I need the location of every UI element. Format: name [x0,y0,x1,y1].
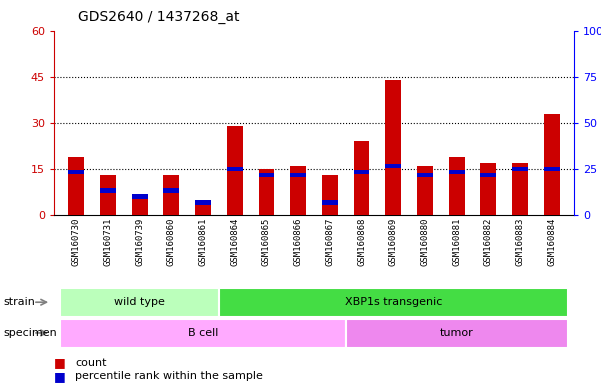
Text: GSM160861: GSM160861 [198,217,207,266]
Text: GSM160860: GSM160860 [167,217,176,266]
Text: GDS2640 / 1437268_at: GDS2640 / 1437268_at [78,10,240,23]
Bar [69,157,84,215]
Bar [346,319,567,348]
Text: GSM160866: GSM160866 [294,217,303,266]
Bar [353,170,370,174]
Text: specimen: specimen [3,328,56,338]
Text: B cell: B cell [188,328,218,338]
Text: XBP1s transgenic: XBP1s transgenic [344,297,442,308]
Bar [195,200,211,215]
Text: GSM160730: GSM160730 [72,217,81,266]
Bar [132,194,148,215]
Text: GSM160739: GSM160739 [135,217,144,266]
Bar [385,164,401,168]
Bar [322,175,338,215]
Bar [100,175,116,215]
Bar [417,166,433,215]
Text: tumor: tumor [440,328,474,338]
Bar [258,173,275,177]
Bar [69,170,84,174]
Text: GSM160869: GSM160869 [389,217,398,266]
Text: percentile rank within the sample: percentile rank within the sample [75,371,263,381]
Bar [322,200,338,205]
Bar [163,175,179,215]
Bar [512,167,528,171]
Text: GSM160865: GSM160865 [262,217,271,266]
Text: ■: ■ [54,356,66,369]
Bar [227,167,243,171]
Text: strain: strain [3,297,35,307]
Bar [132,194,148,199]
Bar [219,288,567,317]
Bar [61,319,346,348]
Bar [290,173,306,177]
Bar [480,163,496,215]
Bar [417,173,433,177]
Bar [100,188,116,193]
Text: GSM160881: GSM160881 [452,217,461,266]
Text: GSM160867: GSM160867 [325,217,334,266]
Bar [544,114,560,215]
Text: wild type: wild type [114,297,165,308]
Bar [163,188,179,193]
Text: GSM160868: GSM160868 [357,217,366,266]
Bar [449,157,465,215]
Text: GSM160884: GSM160884 [548,217,557,266]
Text: GSM160731: GSM160731 [103,217,112,266]
Bar [227,126,243,215]
Bar [61,288,219,317]
Bar [512,163,528,215]
Text: GSM160883: GSM160883 [516,217,525,266]
Bar [480,173,496,177]
Bar [449,170,465,174]
Text: GSM160864: GSM160864 [230,217,239,266]
Text: ■: ■ [54,370,66,383]
Bar [353,141,370,215]
Text: count: count [75,358,106,368]
Bar [290,166,306,215]
Bar [195,200,211,205]
Bar [258,169,275,215]
Bar [544,167,560,171]
Text: GSM160880: GSM160880 [421,217,430,266]
Text: GSM160882: GSM160882 [484,217,493,266]
Bar [385,80,401,215]
